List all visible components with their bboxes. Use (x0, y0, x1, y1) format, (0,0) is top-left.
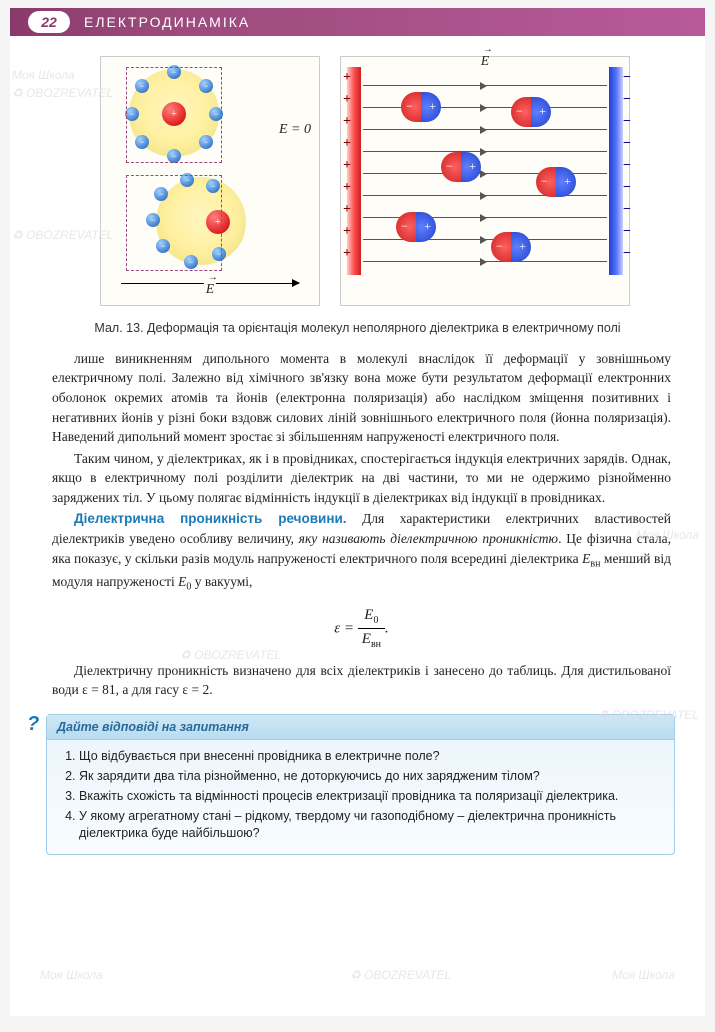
dipole-icon: −+ (491, 232, 531, 262)
watermark: ♻ OBOZREVATEL (350, 968, 451, 982)
dipole-icon: −+ (396, 212, 436, 242)
questions-list: Що відбувається при внесенні провідника … (47, 740, 674, 854)
dashed-outline (126, 175, 222, 271)
paragraph-2: Таким чином, у діелектриках, як і в пров… (52, 449, 671, 508)
field-line (363, 129, 607, 130)
e-vector-top-label: E (481, 53, 489, 69)
figure-right-capacitor: E +++++++++ −−−−−−−−− −+−+−+−+−+−+ (340, 56, 630, 306)
question-item: У якому агрегатному стані – рідкому, тве… (79, 808, 660, 842)
field-line (363, 107, 607, 108)
positive-plate: +++++++++ (347, 67, 361, 275)
paragraph-1: лише виникненням дипольного момента в мо… (52, 349, 671, 447)
chapter-title: ЕЛЕКТРОДИНАМІКА (84, 14, 250, 30)
chapter-header: 22 ЕЛЕКТРОДИНАМІКА (10, 8, 705, 36)
dipole-icon: −+ (441, 152, 481, 182)
dipole-icon: −+ (401, 92, 441, 122)
figure-caption: Мал. 13. Деформація та орієнтація молеку… (10, 314, 705, 349)
dipole-icon: −+ (536, 167, 576, 197)
watermark: Моя Школа (40, 968, 103, 982)
page-number: 22 (28, 11, 70, 33)
textbook-page: 22 ЕЛЕКТРОДИНАМІКА + − − − − − − − − E =… (10, 8, 705, 1016)
e-vector-label: E (204, 281, 216, 297)
questions-box: Дайте відповіді на запитання Що відбуває… (46, 714, 675, 855)
field-line (363, 85, 607, 86)
formula-epsilon: ε = E0 Eвн . (52, 597, 671, 661)
e-zero-label: E = 0 (279, 122, 311, 138)
section-heading: Діелектрична проникність речовини. (74, 511, 347, 526)
paragraph-4: Діелектричну проникність визначено для в… (52, 661, 671, 700)
negative-plate: −−−−−−−−− (609, 67, 623, 275)
watermark: Моя Школа (612, 968, 675, 982)
field-line (363, 151, 607, 152)
question-item: Вкажіть схожість та відмінності процесів… (79, 788, 660, 805)
questions-title: Дайте відповіді на запитання (47, 715, 674, 740)
field-line (363, 261, 607, 262)
figure-left-atoms: + − − − − − − − − E = 0 + − − − − − − − (100, 56, 320, 306)
question-item: Як зарядити два тіла різнойменно, не дот… (79, 768, 660, 785)
paragraph-3: Діелектрична проникність речовини. Для х… (52, 509, 671, 595)
body-text: лише виникненням дипольного момента в мо… (10, 349, 705, 700)
dipole-icon: −+ (511, 97, 551, 127)
figure-row: + − − − − − − − − E = 0 + − − − − − − − (10, 36, 705, 314)
dashed-outline (126, 67, 222, 163)
question-item: Що відбувається при внесенні провідника … (79, 748, 660, 765)
